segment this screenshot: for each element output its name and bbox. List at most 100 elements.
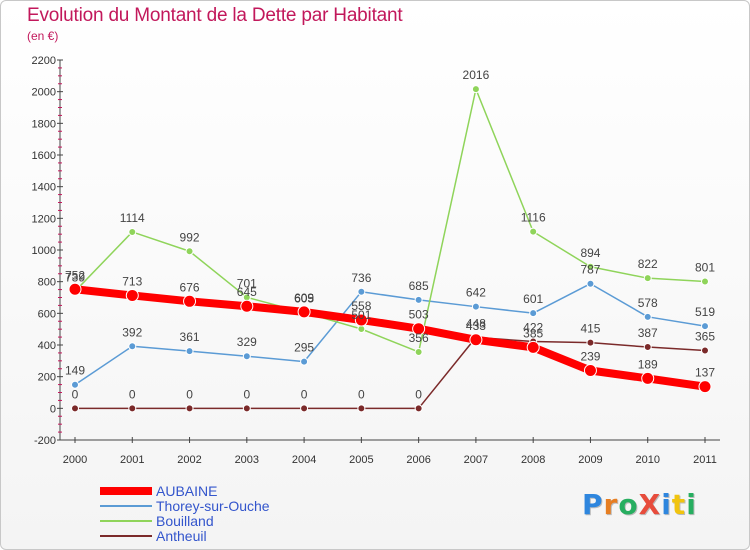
legend-label: Thorey-sur-Ouche xyxy=(156,498,270,514)
series-line xyxy=(74,282,706,386)
data-label: 1116 xyxy=(521,211,546,225)
data-label: 329 xyxy=(237,335,257,349)
x-tick-label: 2000 xyxy=(63,454,87,466)
y-tick-label: 1600 xyxy=(32,150,56,162)
x-tick-label: 2009 xyxy=(578,454,602,466)
data-label: 739 xyxy=(65,270,85,284)
logo-letter: r xyxy=(603,488,619,521)
legend-label: Bouilland xyxy=(156,513,214,529)
y-tick-label: 0 xyxy=(50,403,56,415)
data-point xyxy=(185,404,194,413)
data-point xyxy=(643,312,652,321)
data-point xyxy=(357,404,366,413)
data-point xyxy=(357,325,366,334)
data-labels-2: 739 1114 992 701 605 501 356 2016 1116 894 822 801 xyxy=(65,68,715,345)
data-labels-3: 0 0 0 0 0 0 0 448 422 415 387 365 xyxy=(72,316,716,401)
data-label: 356 xyxy=(409,331,429,345)
data-point xyxy=(414,347,423,356)
x-tick-label: 2011 xyxy=(693,454,717,466)
data-label: 822 xyxy=(638,257,658,271)
chart-unit-label: (en €) xyxy=(27,29,59,43)
series-bouilland xyxy=(71,85,709,356)
data-label: 365 xyxy=(695,330,715,344)
data-point xyxy=(583,363,597,377)
data-point xyxy=(469,333,483,347)
y-tick-label: 1800 xyxy=(32,118,56,130)
data-label: 736 xyxy=(351,271,371,285)
data-labels-0: 752 713 676 645 609 558 503 433 385 239 189 137 xyxy=(65,268,715,379)
y-tick-label: -200 xyxy=(34,435,56,447)
x-tick-label: 2008 xyxy=(521,454,545,466)
x-tick-label: 2002 xyxy=(177,454,201,466)
data-label: 448 xyxy=(466,316,486,330)
data-point xyxy=(529,309,538,318)
data-label: 2016 xyxy=(463,68,490,82)
data-point xyxy=(701,322,709,331)
data-label: 0 xyxy=(186,387,193,401)
data-point xyxy=(701,346,709,355)
data-point xyxy=(297,305,311,319)
data-label: 503 xyxy=(409,308,429,322)
data-label: 149 xyxy=(65,364,85,378)
data-point xyxy=(357,287,366,296)
data-point xyxy=(354,313,368,327)
x-tick-label: 2007 xyxy=(464,454,488,466)
data-point xyxy=(643,274,652,283)
data-point xyxy=(698,380,712,394)
x-tick-label: 2001 xyxy=(120,454,144,466)
data-point xyxy=(71,404,79,413)
data-label: 605 xyxy=(294,292,314,306)
logo-letter: i xyxy=(661,488,672,521)
x-tick-label: 2010 xyxy=(635,454,659,466)
data-point xyxy=(242,404,251,413)
data-label: 558 xyxy=(351,299,371,313)
data-label: 801 xyxy=(695,261,715,275)
data-point xyxy=(128,342,137,351)
x-tick-label: 2006 xyxy=(406,454,430,466)
data-point xyxy=(300,357,309,366)
y-tick-label: 2000 xyxy=(32,87,56,99)
data-label: 422 xyxy=(523,321,543,335)
data-label: 295 xyxy=(294,341,314,355)
data-label: 642 xyxy=(466,286,486,300)
data-label: 1114 xyxy=(120,211,145,225)
data-point xyxy=(701,277,709,286)
data-point xyxy=(128,404,137,413)
data-label: 385 xyxy=(523,326,543,340)
series-line xyxy=(71,285,709,391)
y-tick-label: 1200 xyxy=(32,213,56,225)
data-point xyxy=(471,85,480,94)
data-label: 189 xyxy=(638,357,658,371)
x-tick-label: 2003 xyxy=(235,454,259,466)
logo-letter: X xyxy=(638,488,662,521)
data-point xyxy=(414,295,423,304)
data-label: 685 xyxy=(409,279,429,293)
y-tick-label: 200 xyxy=(38,372,56,384)
data-point xyxy=(242,352,251,361)
data-label: 0 xyxy=(72,387,79,401)
data-labels-1: 149 392 361 329 295 736 685 642 601 787 578 519 xyxy=(65,263,715,378)
data-point xyxy=(71,380,79,389)
data-label: 0 xyxy=(358,387,365,401)
series-thorey-sur-ouche xyxy=(71,279,709,389)
data-label: 0 xyxy=(301,387,308,401)
data-label: 701 xyxy=(237,276,257,290)
x-tick-label: 2004 xyxy=(292,454,316,466)
series-line xyxy=(74,336,706,410)
data-label: 392 xyxy=(122,325,142,339)
data-label: 713 xyxy=(122,274,142,288)
data-label: 787 xyxy=(580,263,600,277)
data-label: 361 xyxy=(180,330,200,344)
data-label: 645 xyxy=(237,285,257,299)
data-label: 894 xyxy=(580,246,600,260)
data-point xyxy=(128,227,137,236)
data-label: 387 xyxy=(638,326,658,340)
legend-label: AUBAINE xyxy=(156,483,217,499)
data-point xyxy=(643,343,652,352)
data-label: 992 xyxy=(180,230,200,244)
data-point xyxy=(414,404,423,413)
data-point xyxy=(240,299,254,313)
